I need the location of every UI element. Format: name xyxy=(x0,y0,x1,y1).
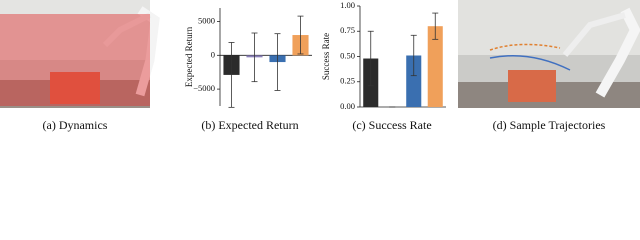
bar xyxy=(406,55,422,107)
y-tick-label: 5000 xyxy=(198,15,215,25)
caption: (d) Sample Trajectories xyxy=(493,118,606,132)
caption: (a) Dynamics xyxy=(43,118,108,132)
figure: (a) Dynamics (b) Expected Return (c) Suc… xyxy=(0,0,640,132)
photo-trajectories xyxy=(458,0,640,108)
y-axis-label: Success Rate xyxy=(321,33,331,80)
y-tick-label: 0.00 xyxy=(340,101,355,111)
caption: (b) Expected Return xyxy=(201,118,298,132)
y-tick-label: 0.75 xyxy=(340,25,355,35)
y-tick-label: 1.00 xyxy=(340,0,355,10)
y-tick-label: 0.25 xyxy=(340,76,355,86)
y-tick-label: 0.50 xyxy=(340,50,355,60)
photo-dynamics xyxy=(0,0,160,108)
y-axis-label: Expected Return xyxy=(184,26,194,87)
caption: (c) Success Rate xyxy=(352,118,431,132)
y-tick-label: −5000 xyxy=(193,83,215,93)
y-tick-label: 0 xyxy=(211,49,215,59)
bar xyxy=(427,26,443,108)
